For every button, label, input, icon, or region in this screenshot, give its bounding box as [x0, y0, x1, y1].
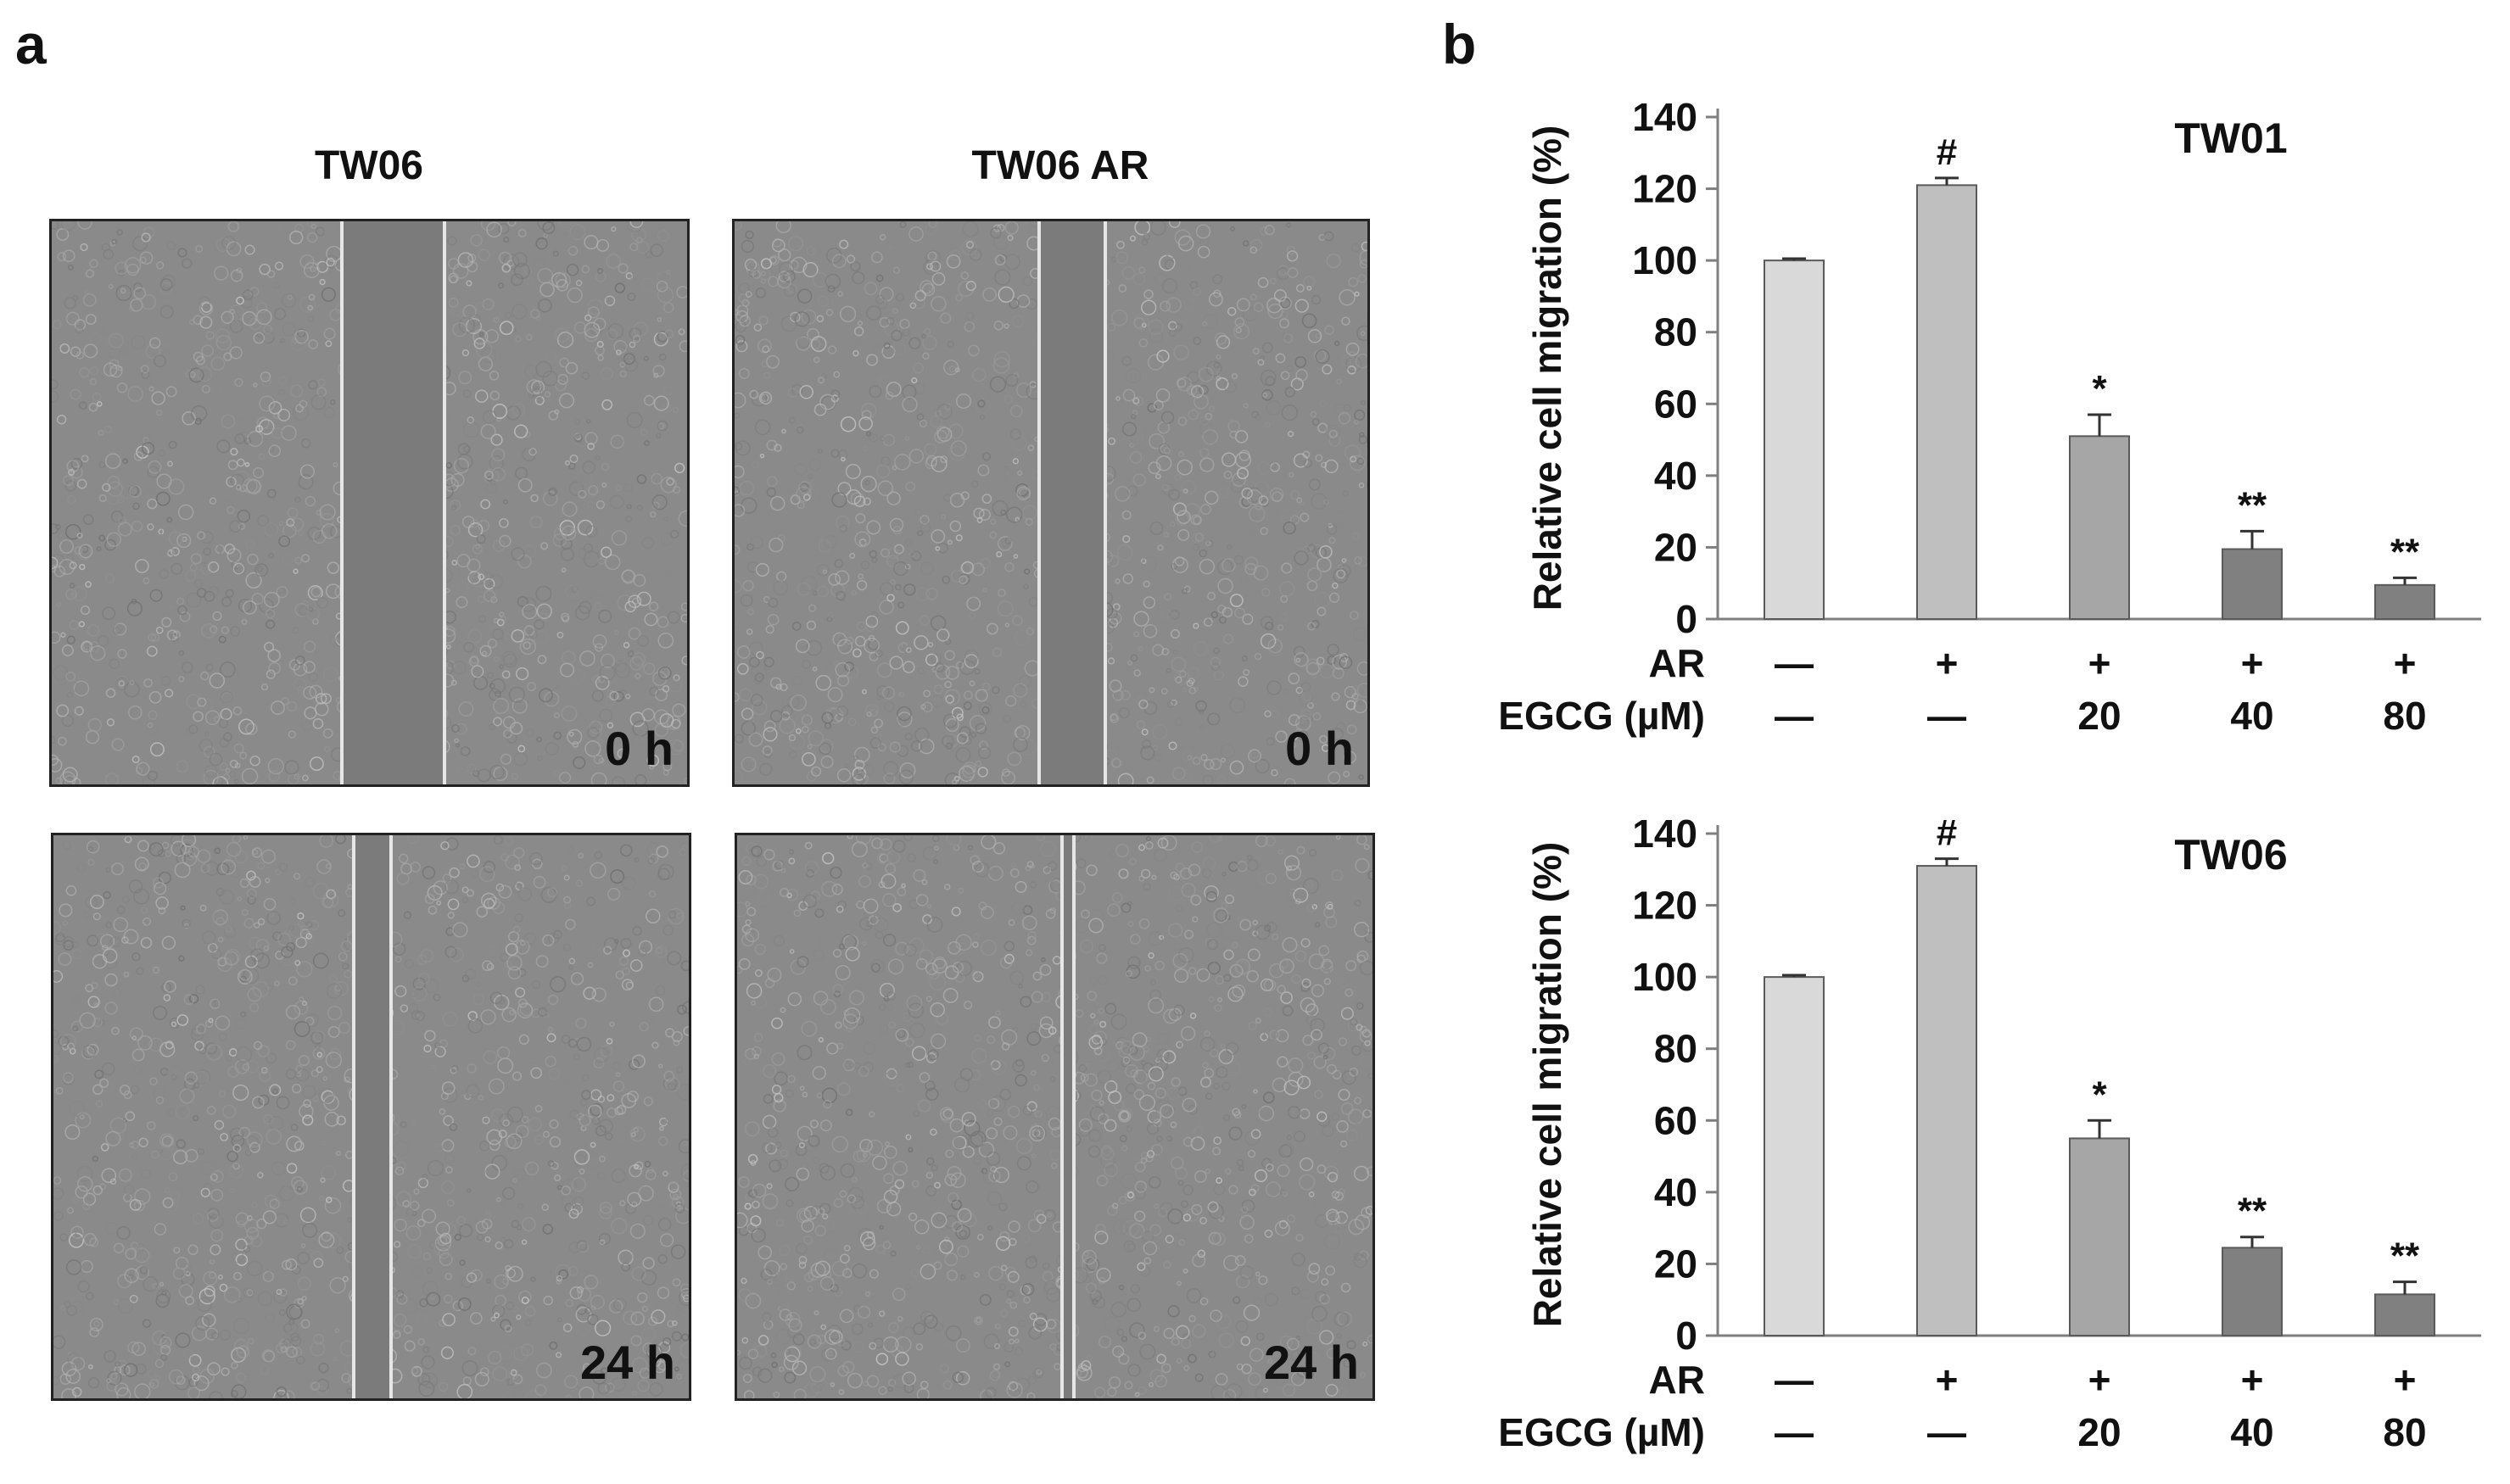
treatment-row-label: EGCG (µM) — [1498, 694, 1705, 738]
bar — [2222, 1247, 2283, 1337]
treatment-value: + — [2241, 1358, 2264, 1402]
treatment-value: + — [2088, 641, 2111, 685]
bar — [2222, 548, 2283, 620]
cell-texture — [737, 835, 1372, 1398]
treatment-value: 20 — [2077, 1410, 2121, 1454]
wound-edge-left — [1037, 221, 1041, 784]
treatment-value: 80 — [2383, 1410, 2426, 1454]
significance-mark: ** — [2238, 484, 2267, 526]
panel-b-label: b — [1442, 13, 1477, 75]
micrograph-tw06-0h: 0 h — [49, 219, 690, 787]
treatment-value: — — [1775, 1358, 1814, 1402]
bar — [2374, 1293, 2435, 1336]
wound-edge-left — [352, 835, 355, 1398]
wound-edge-left — [1060, 835, 1064, 1398]
bar — [2374, 583, 2435, 620]
y-tick-label: 100 — [1632, 955, 1697, 999]
micrograph-tw06-ar-0h: 0 h — [732, 219, 1370, 787]
treatment-value: — — [1927, 694, 1966, 738]
treatment-row-label: AR — [1649, 1358, 1705, 1402]
wound-gap — [340, 221, 446, 784]
treatment-value: 20 — [2077, 694, 2121, 738]
wound-edge-right — [1072, 835, 1076, 1398]
treatment-value: 40 — [2230, 694, 2273, 738]
wound-edge-right — [389, 835, 393, 1398]
y-tick-label: 80 — [1654, 310, 1697, 354]
treatment-value: + — [1936, 1358, 1959, 1402]
wound-edge-right — [443, 221, 446, 784]
wound-gap — [1037, 221, 1107, 784]
treatment-value: + — [2088, 1358, 2111, 1402]
y-tick-label: 0 — [1675, 597, 1697, 641]
treatment-value: — — [1775, 1410, 1814, 1454]
y-tick-label: 20 — [1654, 525, 1697, 569]
significance-mark: ** — [2238, 1191, 2267, 1232]
y-tick-label: 120 — [1632, 884, 1697, 928]
significance-mark: ** — [2390, 1236, 2420, 1277]
y-tick-label: 20 — [1654, 1241, 1697, 1286]
treatment-row-label: AR — [1649, 641, 1705, 685]
chart-title: TW06 — [2174, 831, 2287, 879]
significance-mark: # — [1937, 131, 1957, 173]
micrograph-tw06-24h: 24 h — [51, 833, 691, 1401]
bar — [2069, 1137, 2130, 1336]
timepoint-label: 0 h — [605, 722, 674, 775]
micrograph-tw06-ar-24h: 24 h — [735, 833, 1375, 1401]
wound-gap — [352, 835, 393, 1398]
treatment-value: 40 — [2230, 1410, 2273, 1454]
timepoint-label: 24 h — [579, 1336, 675, 1389]
panel-a-label: a — [15, 13, 47, 75]
significance-mark: * — [2092, 1074, 2107, 1115]
y-tick-label: 40 — [1654, 454, 1697, 498]
treatment-value: + — [1936, 641, 1959, 685]
significance-mark: * — [2092, 368, 2107, 410]
bar-chart-tw06: 0 20 40 60 80 100 120 140 Relative cell migratio… — [1498, 812, 2481, 1454]
bar-chart-tw01: 0 20 40 60 80 100 120 140 Relative cell migratio… — [1498, 95, 2481, 738]
treatment-value: + — [2394, 641, 2417, 685]
wound-gap — [1062, 835, 1074, 1398]
timepoint-label: 24 h — [1263, 1336, 1359, 1389]
treatment-value: — — [1775, 694, 1814, 738]
bar — [1764, 976, 1825, 1336]
y-tick-label: 60 — [1654, 1098, 1697, 1142]
treatment-value: + — [2241, 641, 2264, 685]
chart-title: TW01 — [2174, 114, 2287, 162]
timepoint-label: 0 h — [1285, 722, 1354, 775]
wound-edge-right — [1104, 221, 1107, 784]
y-axis-label: Relative cell migration (%) — [1525, 126, 1569, 611]
significance-mark: # — [1937, 812, 1957, 854]
wound-edge-left — [340, 221, 344, 784]
y-tick-label: 140 — [1632, 812, 1697, 856]
y-tick-label: 60 — [1654, 382, 1697, 426]
column-title-tw06: TW06 — [314, 143, 423, 188]
y-axis-label: Relative cell migration (%) — [1525, 842, 1569, 1328]
y-tick-label: 140 — [1632, 95, 1697, 139]
bar — [2069, 435, 2130, 621]
y-tick-label: 0 — [1675, 1314, 1697, 1358]
treatment-value: — — [1775, 641, 1814, 685]
bar — [1916, 184, 1977, 620]
y-tick-label: 100 — [1632, 238, 1697, 282]
treatment-value: 80 — [2383, 694, 2426, 738]
significance-mark: ** — [2390, 531, 2420, 572]
treatment-value: + — [2394, 1358, 2417, 1402]
bar — [1916, 865, 1977, 1337]
y-tick-label: 120 — [1632, 167, 1697, 211]
y-tick-label: 80 — [1654, 1027, 1697, 1071]
treatment-value: — — [1927, 1410, 1966, 1454]
bar — [1764, 259, 1825, 620]
y-tick-label: 40 — [1654, 1170, 1697, 1214]
column-title-tw06-ar: TW06 AR — [971, 143, 1149, 188]
treatment-row-label: EGCG (µM) — [1498, 1410, 1705, 1454]
